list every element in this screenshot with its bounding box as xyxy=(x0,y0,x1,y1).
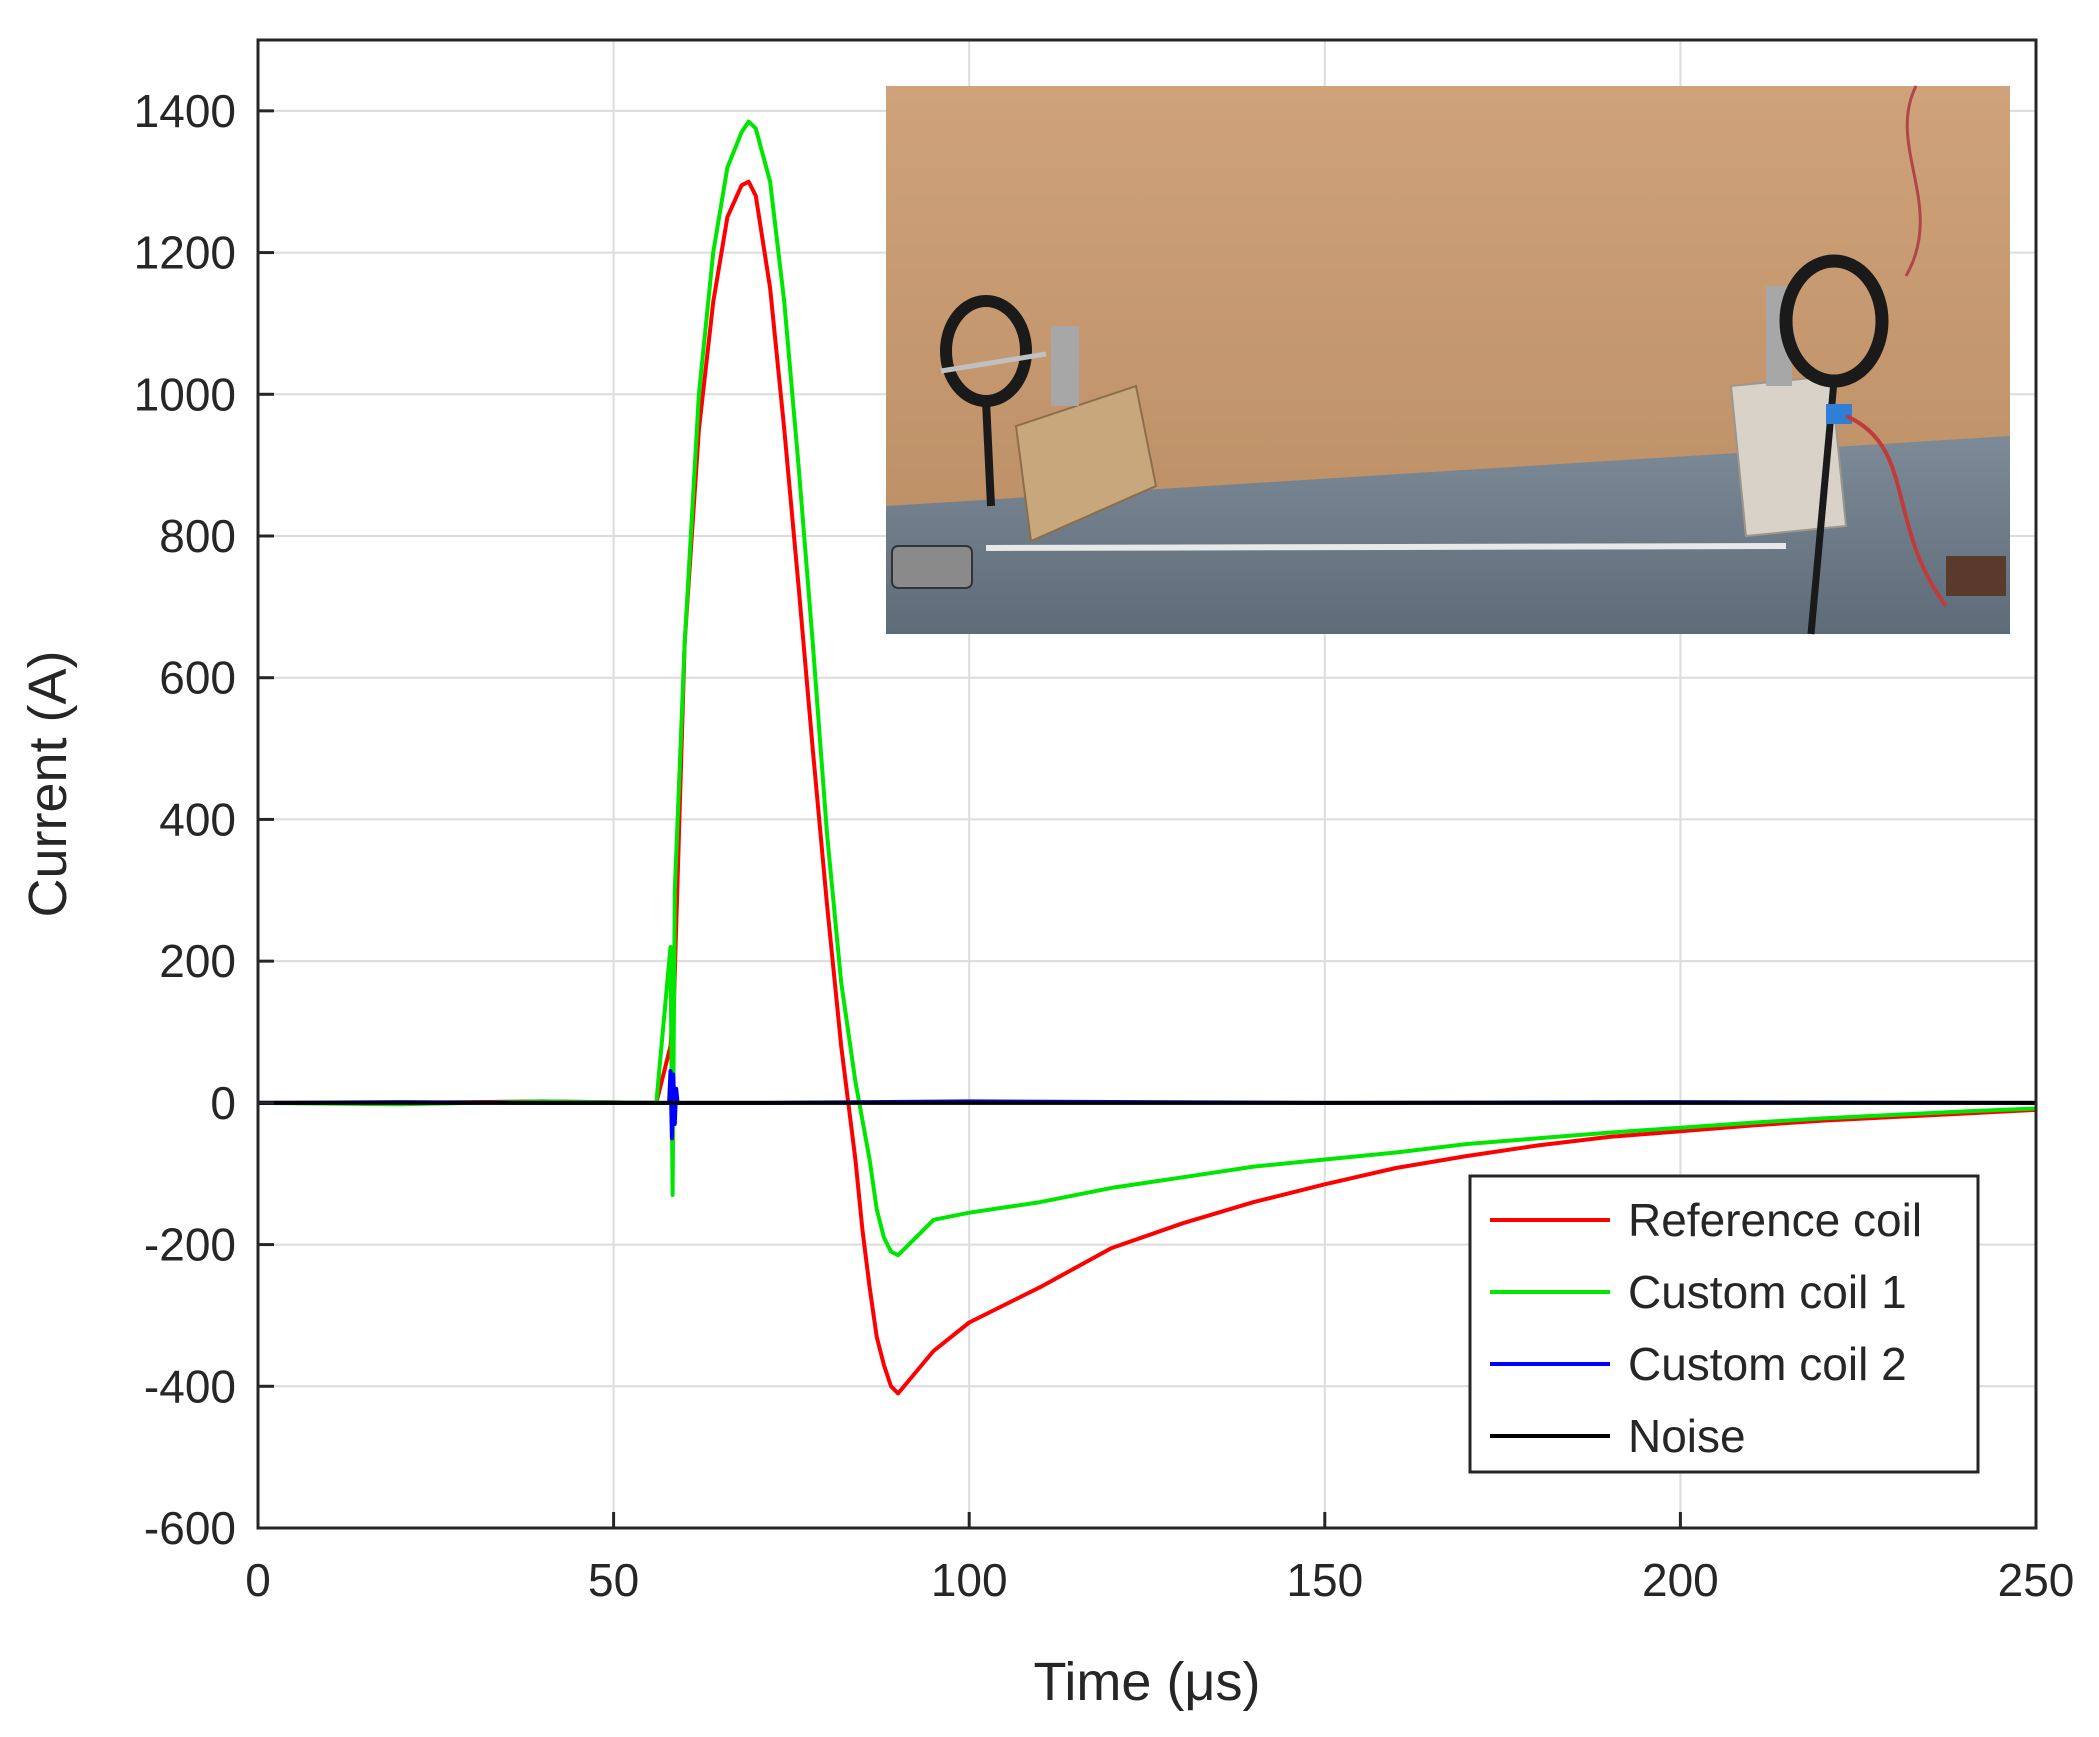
y-tick-label: 0 xyxy=(210,1077,236,1129)
inset-red-wire xyxy=(1845,414,1948,608)
legend-label: Custom coil 2 xyxy=(1628,1338,1907,1390)
y-tick-label: 400 xyxy=(159,793,236,845)
legend-label: Noise xyxy=(1628,1410,1746,1462)
y-tick-label: 1200 xyxy=(134,227,236,279)
x-tick-label: 0 xyxy=(245,1554,271,1606)
series-group xyxy=(258,119,2036,1396)
inset-left-rod xyxy=(940,351,1047,374)
inset-left-block xyxy=(1014,384,1158,543)
inset-right-block xyxy=(1729,374,1848,538)
inset-tape-case xyxy=(891,545,973,589)
inset-left-stand xyxy=(982,400,995,507)
x-tick-label: 100 xyxy=(931,1554,1008,1606)
series-line-custom-coil-1 xyxy=(258,119,2036,1258)
y-tick-label: 600 xyxy=(159,652,236,704)
x-tick-label: 50 xyxy=(588,1554,639,1606)
inset-tape xyxy=(985,543,1787,551)
inset-photo xyxy=(886,85,2010,635)
y-tick-label: -600 xyxy=(144,1502,236,1554)
y-axis-title: Current (A) xyxy=(18,650,78,917)
inset-connector xyxy=(1826,404,1852,424)
x-tick-label: 150 xyxy=(1286,1554,1363,1606)
y-tick-label: 800 xyxy=(159,510,236,562)
legend-label: Reference coil xyxy=(1628,1194,1922,1246)
x-axis-title: Time (μs) xyxy=(1033,1652,1260,1712)
inset-left-bracket xyxy=(1051,326,1079,406)
x-tick-label: 250 xyxy=(1998,1554,2075,1606)
inset-table xyxy=(886,436,2010,634)
y-tick-label: 200 xyxy=(159,935,236,987)
y-tick-label: 1000 xyxy=(134,368,236,420)
legend-box xyxy=(1468,1174,1980,1474)
series-line-reference-coil xyxy=(258,179,2036,1396)
inset-top-wire xyxy=(1904,85,1922,277)
x-tick-label: 200 xyxy=(1642,1554,1719,1606)
y-tick-label: -400 xyxy=(144,1360,236,1412)
ticks: 0 50 100 150 200 250 -600 -400 -200 0 200 400 600 800… xyxy=(134,85,2075,1606)
plot-frame xyxy=(256,38,2038,1530)
legend-label: Custom coil 1 xyxy=(1628,1266,1907,1318)
y-tick-label: -200 xyxy=(144,1219,236,1271)
y-tick-label: 1400 xyxy=(134,85,236,137)
legend: Reference coil Custom coil 1 Custom coil 2… xyxy=(1468,1174,1980,1474)
inset-clip xyxy=(1946,556,2006,596)
